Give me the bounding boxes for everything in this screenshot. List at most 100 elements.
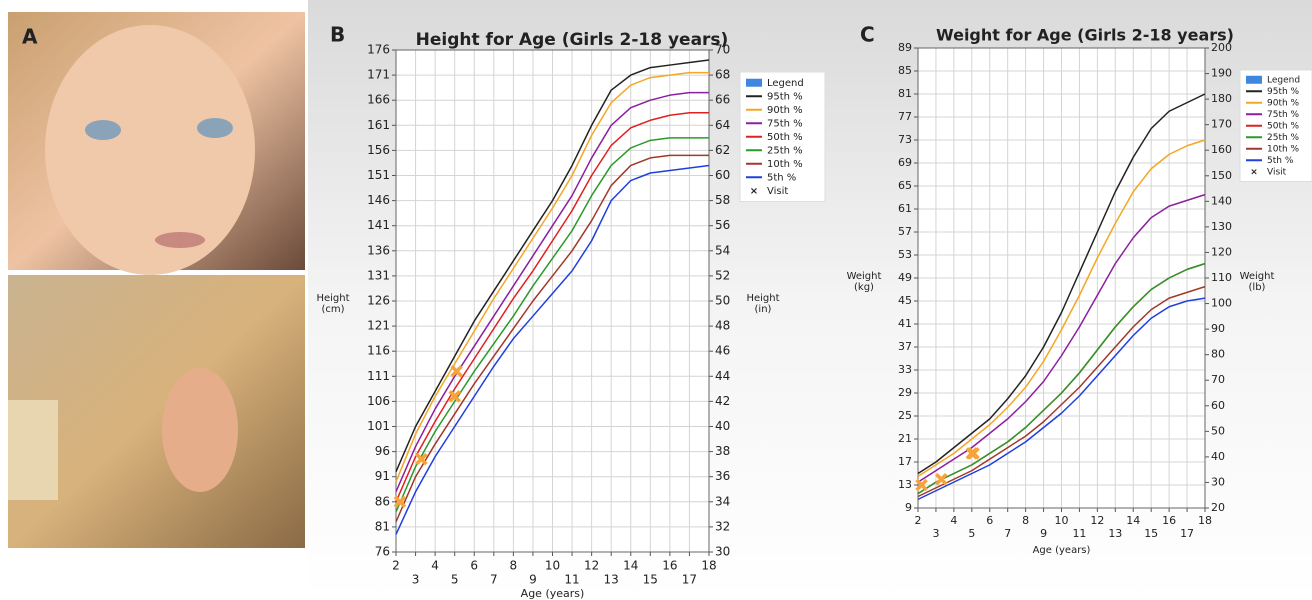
y2-tick-label: 40 [715, 419, 730, 433]
y2-axis-label: Height [746, 293, 779, 304]
y-tick-label: 156 [367, 143, 390, 157]
legend-label: 90th % [767, 105, 803, 116]
x-tick-label: 5 [968, 527, 975, 540]
y2-tick-label: 62 [715, 143, 730, 157]
y2-tick-label: 70 [715, 43, 730, 57]
visit-marker [415, 452, 428, 466]
y2-tick-label: 52 [715, 268, 730, 282]
legend-title: Legend [1267, 75, 1300, 85]
percentile-line [917, 262, 1206, 495]
y-tick-label: 96 [375, 444, 390, 458]
x-tick-label: 6 [470, 559, 478, 573]
y2-tick-label: 20 [1211, 501, 1225, 514]
y-tick-label: 111 [367, 369, 390, 383]
percentile-line [917, 139, 1206, 478]
x-tick-label: 6 [986, 514, 993, 527]
legend-label: Visit [1267, 167, 1287, 177]
y-tick-label: 29 [898, 386, 912, 399]
x-tick-label: 15 [1144, 527, 1158, 540]
y2-tick-label: 80 [1211, 348, 1225, 361]
y2-tick-label: 60 [1211, 399, 1225, 412]
y-tick-label: 81 [898, 87, 912, 100]
y-tick-label: 65 [898, 179, 912, 192]
percentile-line [395, 112, 709, 503]
y-tick-label: 116 [367, 344, 390, 358]
y-tick-label: 37 [898, 340, 912, 353]
visit-marker [935, 473, 948, 486]
panel-label: A [22, 25, 38, 49]
y2-tick-label: 58 [715, 193, 730, 207]
percentile-line [395, 91, 709, 493]
legend-swatch [1246, 75, 1262, 84]
y-tick-label: 136 [367, 243, 390, 257]
y2-tick-label: 120 [1211, 245, 1232, 258]
percentile-line [395, 71, 709, 483]
y-tick-label: 89 [898, 41, 912, 54]
x-tick-label: 8 [1022, 514, 1029, 527]
x-tick-label: 12 [1090, 514, 1104, 527]
y-tick-label: 171 [367, 68, 390, 82]
x-tick-label: 7 [1004, 527, 1011, 540]
legend-swatch [746, 78, 762, 87]
legend-marker: × [1250, 167, 1258, 177]
legend-label: 95th % [767, 91, 803, 102]
x-tick-label: 3 [412, 573, 420, 587]
x-tick-label: 3 [932, 527, 939, 540]
y2-tick-label: 44 [715, 369, 730, 383]
y-tick-label: 85 [898, 64, 912, 77]
y-tick-label: 151 [367, 168, 390, 182]
x-tick-label: 14 [623, 559, 638, 573]
x-tick-label: 4 [431, 559, 439, 573]
legend-label: 10th % [1267, 144, 1300, 154]
y-tick-label: 101 [367, 419, 390, 433]
percentile-line [917, 285, 1206, 498]
percentile-line [917, 297, 1206, 501]
x-tick-label: 10 [545, 559, 560, 573]
y-axis-label: (kg) [854, 282, 874, 293]
x-tick-label: 11 [1072, 527, 1086, 540]
x-tick-label: 17 [682, 573, 697, 587]
y-tick-label: 86 [375, 494, 390, 508]
chart-title: Weight for Age (Girls 2-18 years) [936, 26, 1234, 45]
x-axis-label: Age (years) [521, 587, 585, 600]
legend-label: 95th % [1267, 87, 1300, 97]
y-tick-label: 73 [898, 133, 912, 146]
y-tick-label: 91 [375, 469, 390, 483]
x-tick-label: 9 [1040, 527, 1047, 540]
x-tick-label: 9 [529, 573, 537, 587]
y-tick-label: 17 [898, 455, 912, 468]
percentile-line [395, 59, 710, 472]
x-tick-label: 11 [564, 573, 579, 587]
y2-axis-label: (in) [755, 304, 772, 315]
chart-title: Height for Age (Girls 2-18 years) [416, 30, 729, 50]
y-tick-label: 41 [898, 317, 912, 330]
y2-tick-label: 42 [715, 394, 730, 408]
y-tick-label: 77 [898, 110, 912, 123]
x-tick-label: 13 [1108, 527, 1122, 540]
y2-tick-label: 56 [715, 218, 730, 232]
visit-marker [448, 390, 461, 403]
y2-tick-label: 30 [715, 545, 730, 559]
y-tick-label: 57 [898, 225, 912, 238]
visit-marker [915, 478, 928, 492]
legend-label: 50th % [1267, 121, 1300, 131]
y-tick-label: 176 [367, 43, 390, 57]
x-tick-label: 5 [451, 573, 459, 587]
y-axis-label: Height [316, 293, 349, 304]
y2-tick-label: 64 [715, 118, 730, 132]
legend-label: Visit [767, 186, 788, 197]
x-tick-label: 7 [490, 573, 498, 587]
legend-label: 5th % [1267, 156, 1294, 166]
legend-label: 90th % [1267, 98, 1300, 108]
ear [162, 368, 238, 492]
legend-label: 75th % [767, 118, 803, 129]
y-tick-label: 81 [375, 519, 390, 533]
panel-label: B [330, 23, 345, 47]
y2-tick-label: 150 [1211, 169, 1232, 182]
x-tick-label: 16 [662, 559, 677, 573]
y-axis-label: (cm) [321, 304, 344, 315]
y2-tick-label: 36 [715, 469, 730, 483]
y-tick-label: 76 [375, 545, 390, 559]
legend-label: 10th % [767, 159, 803, 170]
y2-tick-label: 48 [715, 319, 730, 333]
